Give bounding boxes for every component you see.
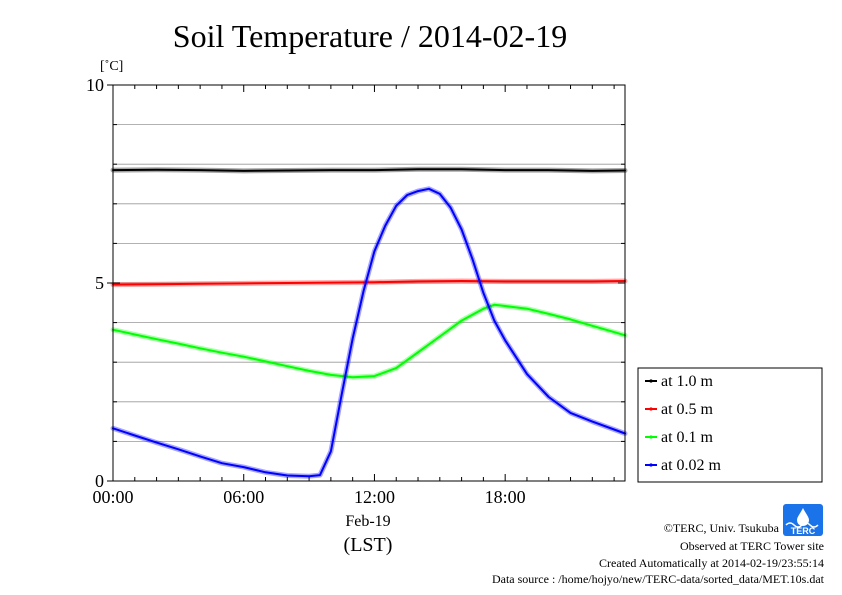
- x-tick-label: 18:00: [485, 487, 526, 507]
- grid-lines: [113, 124, 625, 442]
- x-axis-label: (LST): [344, 534, 393, 556]
- legend-marker-at-0-5-m: [649, 407, 653, 411]
- legend-label-at-0-02-m: at 0.02 m: [661, 457, 722, 474]
- series-line-at-1-0-m: [112, 168, 626, 172]
- legend-box: [637, 367, 823, 483]
- series-line-at-0-02-m: [112, 187, 626, 478]
- legend-label-at-0-1-m: at 0.1 m: [661, 429, 714, 446]
- y-tick-label: 5: [95, 273, 104, 293]
- x-tick-label: 06:00: [223, 487, 264, 507]
- logo-text: TERC: [791, 526, 816, 536]
- chart-title: Soil Temperature / 2014-02-19: [173, 18, 567, 54]
- legend-label-at-1-0-m: at 1.0 m: [661, 373, 714, 390]
- legend: at 1.0 m at 0.5 m at 0.1 m at 0.02 m: [645, 373, 722, 474]
- y-tick-label: 0: [95, 471, 104, 491]
- created-text: Created Automatically at 2014-02-19/23:5…: [599, 556, 824, 570]
- wave-icon: [785, 522, 819, 528]
- series-group: [110, 166, 628, 479]
- terc-logo: TERC: [783, 504, 823, 536]
- series-line-at-0-5-m: [112, 280, 626, 286]
- x-date-label: Feb-19: [345, 513, 390, 530]
- y-unit-label: [˚C]: [100, 59, 123, 74]
- observed-text: Observed at TERC Tower site: [680, 539, 824, 553]
- x-tick-label: 00:00: [92, 487, 133, 507]
- copyright-text: ©TERC, Univ. Tsukuba: [664, 521, 780, 535]
- legend-marker-at-1-0-m: [649, 379, 653, 383]
- y-tick-label: 10: [86, 75, 104, 95]
- source-text: Data source : /home/hojyo/new/TERC-data/…: [492, 572, 825, 586]
- series-line-at-0-1-m: [112, 303, 626, 379]
- legend-marker-at-0-02-m: [649, 463, 653, 467]
- axis-ticks: 0 5 10 00:00 06:00 12:00 18:00: [86, 75, 625, 507]
- legend-marker-at-0-1-m: [649, 435, 653, 439]
- legend-label-at-0-5-m: at 0.5 m: [661, 401, 714, 418]
- water-drop-icon: [797, 508, 809, 526]
- x-tick-label: 12:00: [354, 487, 395, 507]
